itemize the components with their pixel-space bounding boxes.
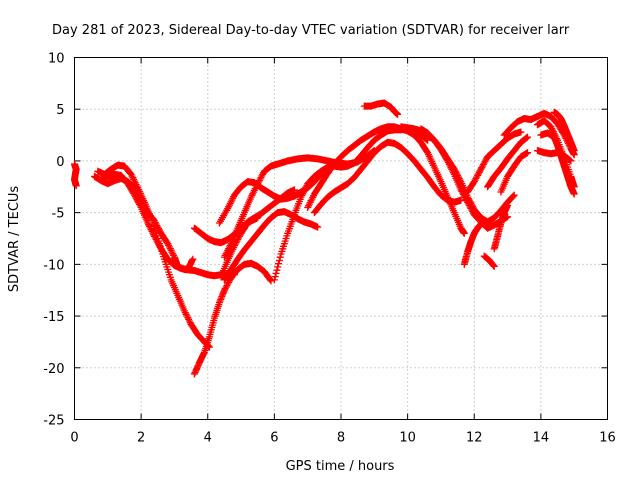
series-arc-u — [497, 149, 531, 196]
y-tick-label: 10 — [48, 52, 65, 67]
data-point-markers — [460, 218, 488, 268]
series-arc-aa — [550, 108, 578, 155]
x-tick-label: 2 — [137, 431, 145, 446]
series-arc-r — [480, 252, 498, 270]
data-point-markers — [71, 160, 80, 190]
y-tick-label: 5 — [56, 103, 64, 118]
x-tick-label: 6 — [270, 431, 278, 446]
data-point-markers — [484, 133, 531, 191]
data-point-markers — [220, 208, 322, 284]
data-point-markers — [360, 99, 402, 118]
data-point-markers — [464, 128, 525, 196]
series-arc-b — [91, 172, 238, 280]
data-point-markers — [490, 201, 512, 253]
data-point-markers — [217, 214, 262, 281]
y-tick-label: 0 — [56, 155, 64, 170]
x-tick-label: 14 — [533, 431, 550, 446]
series-arc-a — [71, 160, 80, 190]
x-tick-label: 4 — [204, 431, 212, 446]
series-arc-h — [220, 208, 322, 284]
x-tick-label: 0 — [70, 431, 78, 446]
series-arc-z — [534, 147, 575, 165]
y-axis-label: SDTVAR / TECUs — [7, 186, 22, 293]
series-arc-n — [360, 99, 402, 118]
data-point-markers — [94, 161, 213, 351]
data-point-markers — [534, 147, 575, 165]
data-point-markers — [550, 108, 578, 155]
x-tick-label: 8 — [337, 431, 345, 446]
data-point-markers — [91, 172, 238, 280]
series-arc-e — [190, 259, 275, 378]
series-arc-m — [310, 138, 465, 217]
series-arc-q — [460, 218, 488, 268]
x-tick-label: 16 — [599, 431, 616, 446]
series-arc-c — [94, 161, 213, 351]
y-tick-label: -10 — [43, 258, 64, 273]
series-arc-d — [97, 170, 197, 273]
series-arc-s — [464, 128, 525, 196]
y-tick-label: -5 — [52, 207, 65, 222]
chart-title: Day 281 of 2023, Sidereal Day-to-day VTE… — [52, 23, 570, 38]
data-point-markers — [97, 170, 197, 273]
x-axis-label: GPS time / hours — [286, 459, 395, 474]
data-point-markers — [480, 252, 498, 270]
y-tick-label: -25 — [43, 414, 64, 429]
y-tick-label: -15 — [43, 310, 64, 325]
data-point-markers — [310, 138, 465, 217]
series-arc-v — [490, 201, 512, 253]
x-tick-label: 10 — [399, 431, 416, 446]
series-arc-j — [217, 214, 262, 281]
y-tick-label: -20 — [43, 362, 64, 377]
data-point-markers — [497, 149, 531, 196]
data-series — [71, 99, 578, 378]
series-arc-t — [484, 133, 531, 191]
x-tick-label: 12 — [466, 431, 483, 446]
data-point-markers — [190, 259, 275, 378]
axis-ticks: 0 2 4 6 8 10 12 14 16 -25 -20 -15 -10 -5 0 5 10 — [43, 52, 616, 446]
